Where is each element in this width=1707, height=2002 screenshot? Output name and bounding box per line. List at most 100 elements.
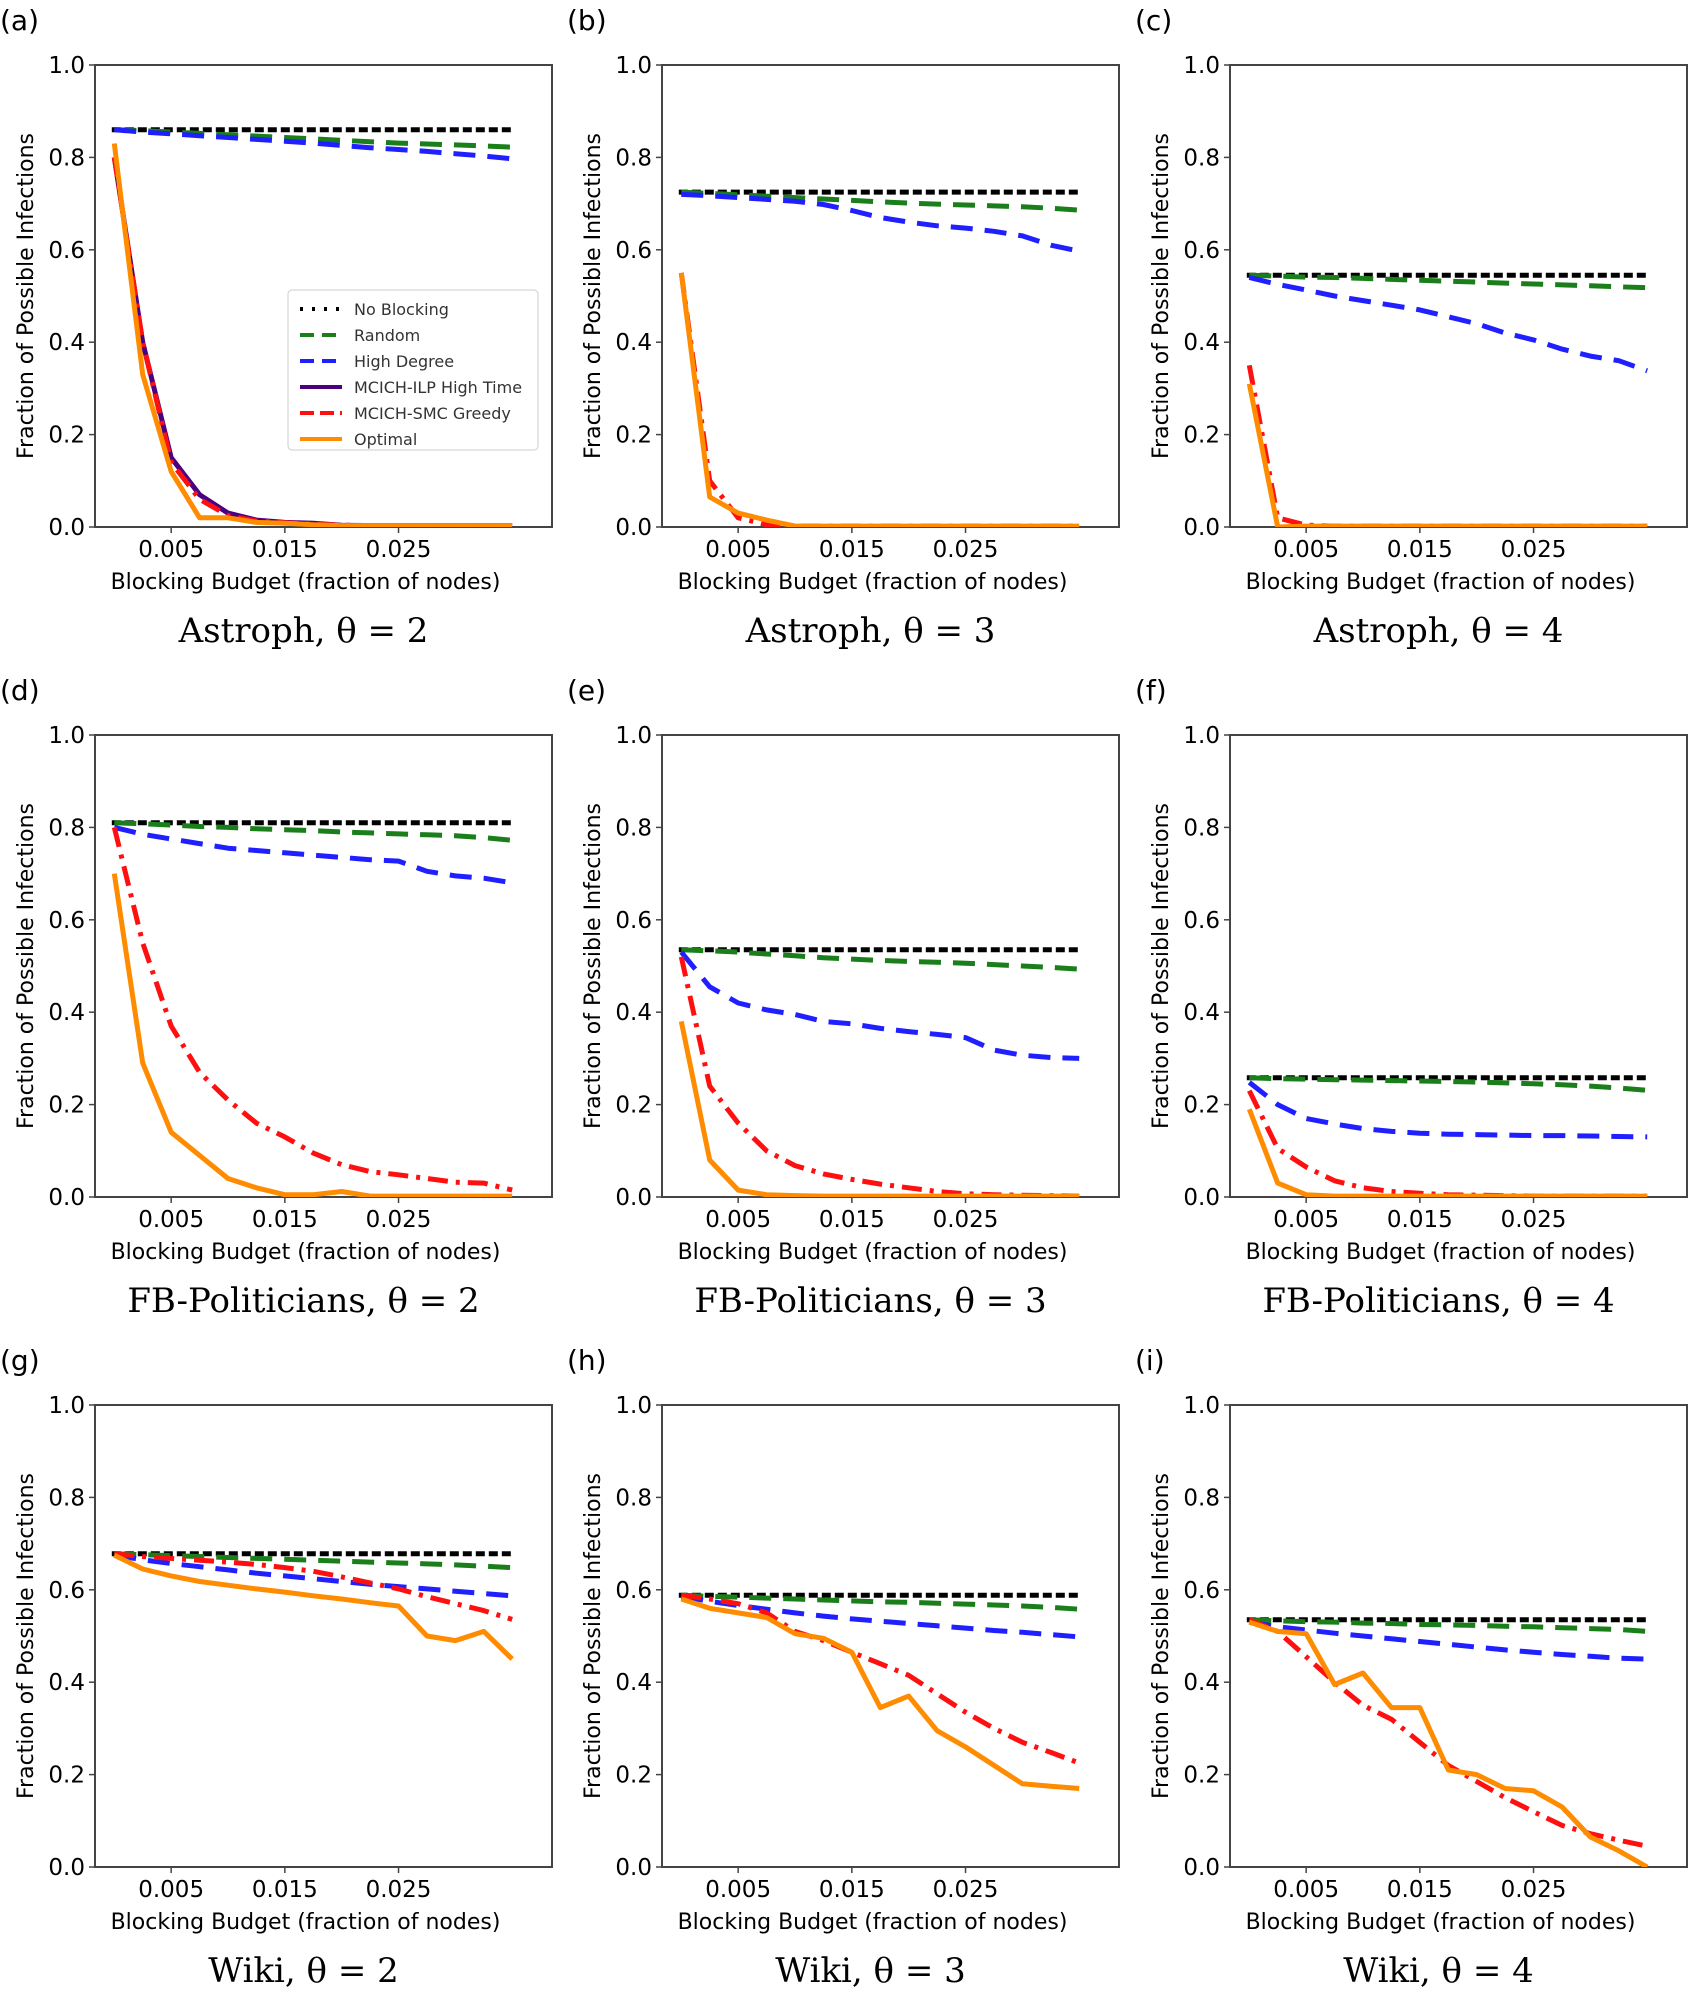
x-tick-label: 0.005 [138,537,204,563]
plot-area [1229,64,1688,528]
legend-label: MCICH-SMC Greedy [354,404,511,423]
panel-i: (i) 0.0 0.2 0.4 0.6 0.8 1.0 0.005 0.015 0.025 Bloc… [1135,1344,1688,1991]
x-tick-label: 0.015 [1387,1207,1453,1233]
y-tick-label: 0.8 [1183,1485,1220,1511]
panel-h: (h) 0.0 0.2 0.4 0.6 0.8 1.0 0.005 0.015 0.025 Bloc… [567,1344,1120,1991]
y-tick-label: 0.2 [48,423,85,449]
plot-area [661,734,1120,1198]
y-axis-label: Fraction of Possible Infections [14,803,39,1129]
y-tick-label: 0.2 [48,1093,85,1119]
x-tick-label: 0.025 [933,1877,999,1903]
x-tick-label: 0.005 [1273,537,1339,563]
legend-label: Random [354,326,420,345]
y-tick-label: 0.4 [615,1000,652,1026]
series-line-optimal [111,143,513,527]
panel-letter: (a) [0,4,39,37]
x-tick-label: 0.025 [366,537,432,563]
series-group [678,947,1082,1197]
panel-caption: FB-Politicians, θ = 4 [1262,1281,1614,1321]
y-tick-label: 0.6 [615,1578,652,1604]
legend-label: MCICH-ILP High Time [354,378,522,397]
legend: No Blocking Random High Degree MCICH-ILP Hi… [287,289,539,451]
x-tick-label: 0.025 [933,537,999,563]
y-tick-label: 1.0 [615,53,652,79]
x-tick-label: 0.015 [252,1877,318,1903]
series-line-optimal [1248,1619,1649,1867]
x-tick-label: 0.005 [705,537,771,563]
x-tick-label: 0.005 [705,1877,771,1903]
series-group [678,189,1082,527]
panel-caption: Astroph, θ = 2 [178,611,429,651]
legend-label: High Degree [354,352,454,371]
x-tick-label: 0.005 [1273,1877,1339,1903]
y-axis-label: Fraction of Possible Infections [14,133,39,459]
panel-caption: Wiki, θ = 2 [208,1951,399,1991]
y-tick-label: 0.4 [48,330,85,356]
x-tick-label: 0.015 [252,537,318,563]
series-group [111,127,515,527]
y-tick-label: 0.2 [1183,423,1220,449]
panel-caption: Wiki, θ = 4 [1343,1951,1534,1991]
x-tick-label: 0.025 [1501,537,1567,563]
y-tick-label: 0.0 [48,1185,85,1211]
x-tick-label: 0.015 [1387,537,1453,563]
y-axis-label: Fraction of Possible Infections [581,133,606,459]
series-group [678,1592,1082,1791]
series-line-high-degree [1247,1080,1648,1140]
panel-f: (f) 0.0 0.2 0.4 0.6 0.8 1.0 0.005 0.015 0.025 Bloc… [1135,674,1688,1321]
y-axis-label: Fraction of Possible Infections [581,1473,606,1799]
y-tick-label: 0.8 [615,145,652,171]
panel-letter: (c) [1135,4,1172,37]
legend-box [287,289,539,451]
y-tick-label: 1.0 [615,723,652,749]
y-tick-label: 0.6 [48,908,85,934]
series-line-mcich-smc-greedy [680,1592,1081,1766]
series-line-mcich-smc-greedy [114,1551,513,1622]
series-line-high-degree [1248,275,1649,374]
y-tick-label: 0.6 [48,1578,85,1604]
x-tick-label: 0.005 [705,1207,771,1233]
series-group [1246,1617,1650,1867]
x-tick-label: 0.005 [138,1877,204,1903]
series-line-optimal [1246,1108,1648,1197]
y-tick-label: 1.0 [48,723,85,749]
x-tick-label: 0.025 [933,1207,999,1233]
y-tick-label: 0.8 [615,1485,652,1511]
y-tick-label: 0.0 [615,1185,652,1211]
y-tick-label: 0.0 [1183,515,1220,541]
y-tick-label: 0.4 [1183,1670,1220,1696]
y-tick-label: 1.0 [615,1393,652,1419]
panel-letter: (f) [1135,674,1167,707]
x-tick-label: 0.015 [1387,1877,1453,1903]
x-axis-label: Blocking Budget (fraction of nodes) [1246,1910,1636,1935]
y-tick-label: 1.0 [48,1393,85,1419]
y-tick-label: 0.8 [48,1485,85,1511]
x-tick-label: 0.005 [138,1207,204,1233]
plot-area [94,1404,553,1868]
x-tick-label: 0.005 [1273,1207,1339,1233]
y-tick-label: 0.0 [615,1855,652,1881]
series-group [1246,1075,1650,1197]
panel-letter: (b) [567,4,607,37]
y-tick-label: 0.6 [615,908,652,934]
x-axis-label: Blocking Budget (fraction of nodes) [111,570,501,595]
panel-g: (g) 0.0 0.2 0.4 0.6 0.8 1.0 0.005 0.015 0.025 Bloc… [0,1344,553,1991]
x-axis-label: Blocking Budget (fraction of nodes) [678,1240,1068,1265]
y-tick-label: 0.6 [615,238,652,264]
x-axis-label: Blocking Budget (fraction of nodes) [111,1910,501,1935]
legend-label: No Blocking [354,300,449,319]
panel-letter: (d) [0,674,40,707]
y-tick-label: 0.0 [1183,1185,1220,1211]
panel-e: (e) 0.0 0.2 0.4 0.6 0.8 1.0 0.005 0.015 0.025 Bloc… [567,674,1120,1321]
series-line-optimal [678,1020,1080,1197]
y-tick-label: 0.0 [1183,1855,1220,1881]
y-tick-label: 0.8 [1183,815,1220,841]
y-tick-label: 0.0 [48,1855,85,1881]
x-tick-label: 0.015 [819,537,885,563]
series-group [1246,272,1650,527]
y-tick-label: 0.2 [615,1093,652,1119]
series-line-high-degree [679,950,1080,1061]
panel-letter: (g) [0,1344,40,1377]
y-tick-label: 0.4 [1183,1000,1220,1026]
